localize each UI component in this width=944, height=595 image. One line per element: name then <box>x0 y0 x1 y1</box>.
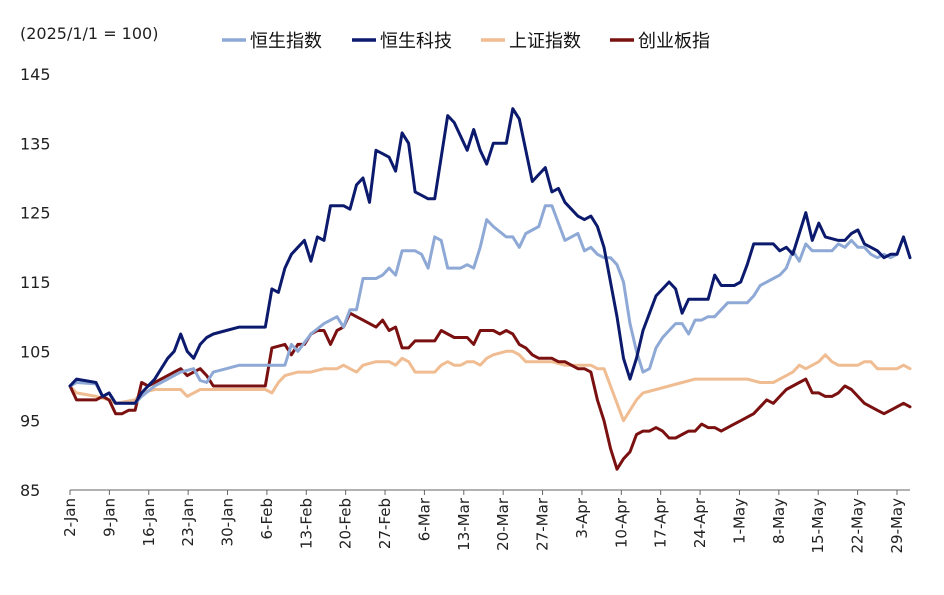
x-tick-label: 27-Feb <box>376 498 394 549</box>
x-tick-label: 23-Jan <box>179 498 197 546</box>
x-tick-label: 13-Feb <box>297 498 315 549</box>
y-axis: 85 95 105 115 125 135 145 <box>20 65 51 500</box>
x-tick-label: 6-Feb <box>258 498 276 540</box>
y-tick-label: 135 <box>20 134 51 153</box>
x-tick-label: 8-May <box>770 498 788 544</box>
series-line <box>68 204 899 405</box>
x-tick-label: 2-Jan <box>61 498 79 537</box>
legend-label: 上证指数 <box>509 31 581 52</box>
legend-label: 恒生指数 <box>250 31 322 52</box>
y-tick-label: 95 <box>20 412 40 431</box>
x-tick-label: 13-Mar <box>455 497 473 551</box>
y-tick-label: 125 <box>20 204 51 223</box>
x-tick-label: 22-May <box>849 498 867 554</box>
x-tick-label: 20-Mar <box>494 497 512 551</box>
y-tick-label: 115 <box>20 273 51 292</box>
x-tick-label: 29-May <box>888 498 906 554</box>
series-line <box>68 311 912 471</box>
chart-subtitle: (2025/1/1 = 100) <box>20 24 158 43</box>
y-tick-label: 85 <box>20 481 40 500</box>
x-tick-label: 3-Apr <box>573 497 591 538</box>
x-tick-label: 1-May <box>730 498 748 544</box>
x-tick-label: 15-May <box>809 498 827 554</box>
legend: 恒生指数 恒生科技 上证指数 创业板指 <box>222 31 710 52</box>
x-tick-label: 30-Jan <box>219 498 237 546</box>
series-layer <box>68 107 912 471</box>
series-line <box>68 107 912 405</box>
x-tick-label: 16-Jan <box>140 498 158 546</box>
x-tick-label: 6-Mar <box>415 497 433 541</box>
x-tick-label: 27-Mar <box>534 497 552 551</box>
x-tick-label: 24-Apr <box>691 497 709 548</box>
x-tick-label: 9-Jan <box>100 498 118 537</box>
y-tick-label: 145 <box>20 65 51 84</box>
x-tick-label: 10-Apr <box>612 497 630 548</box>
x-tick-label: 17-Apr <box>652 497 670 548</box>
y-tick-label: 105 <box>20 342 51 361</box>
legend-label: 创业板指 <box>638 31 710 52</box>
x-tick-label: 20-Feb <box>337 498 355 549</box>
legend-label: 恒生科技 <box>380 31 452 52</box>
x-axis: 2-Jan 9-Jan 16-Jan 23-Jan 30-Jan 6-Feb 13-Feb 2… <box>61 489 910 554</box>
series-line <box>68 349 912 423</box>
